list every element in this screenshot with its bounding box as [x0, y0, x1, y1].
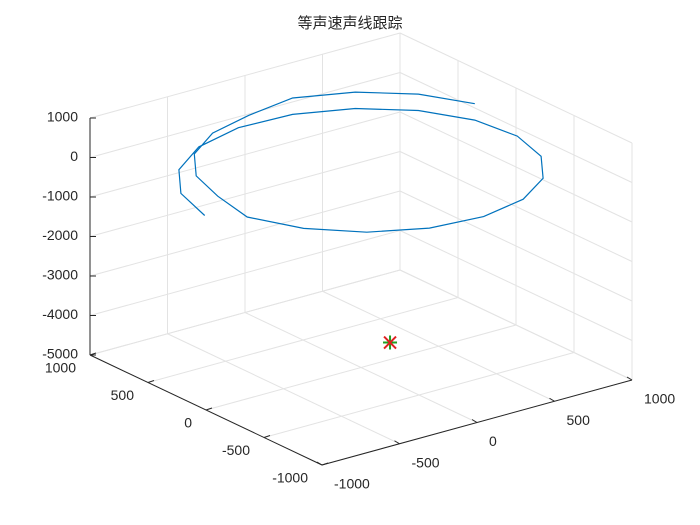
z-tick-label: 0 [70, 148, 78, 164]
z-tick-label: -3000 [42, 267, 78, 283]
z-tick-label: -5000 [42, 346, 78, 362]
grid-line [399, 269, 633, 381]
y-tick [147, 380, 155, 383]
marker [383, 335, 397, 350]
grid-line [205, 324, 517, 411]
grid-line [89, 151, 401, 237]
x-tick [394, 440, 400, 445]
z-tick-label: -4000 [42, 306, 78, 322]
y-tick-label: 500 [111, 387, 135, 403]
grid-line [89, 190, 401, 277]
y-tick [263, 435, 271, 438]
x-tick-label: -1000 [334, 476, 370, 492]
y-tick-label: -1000 [272, 470, 308, 486]
x-tick-label: 1000 [644, 391, 675, 407]
y-tick-label: 1000 [45, 360, 76, 376]
x-tick [626, 376, 633, 381]
grid-line [399, 111, 633, 223]
grid-line [263, 352, 575, 438]
z-tick-label: -1000 [42, 188, 78, 204]
y-tick-label: 0 [184, 415, 192, 431]
grid-line [89, 32, 401, 119]
x-tick-label: 0 [489, 433, 497, 449]
grid-line [89, 269, 401, 356]
chart-title: 等声速声线跟踪 [297, 14, 402, 32]
x-tick-label: -500 [412, 454, 440, 470]
grid-line [399, 190, 633, 302]
y-tick [89, 352, 97, 356]
x-tick [316, 461, 323, 466]
grid-line [89, 72, 401, 158]
z-tick-label: 1000 [47, 109, 78, 125]
grid-line [399, 151, 633, 262]
grid-line [399, 72, 633, 183]
grid-line [399, 230, 633, 341]
x-tick [549, 397, 555, 402]
z-tick-label: -2000 [42, 227, 78, 243]
grid-line [89, 111, 401, 198]
x-tick-label: 500 [567, 412, 591, 428]
y-tick [205, 407, 213, 411]
ray-path [178, 91, 544, 233]
x-tick [471, 419, 478, 423]
grid-line [89, 230, 401, 316]
grid-line [399, 32, 633, 144]
y-tick [321, 462, 329, 466]
y-tick-label: -500 [222, 442, 250, 458]
grid-line [147, 297, 459, 383]
